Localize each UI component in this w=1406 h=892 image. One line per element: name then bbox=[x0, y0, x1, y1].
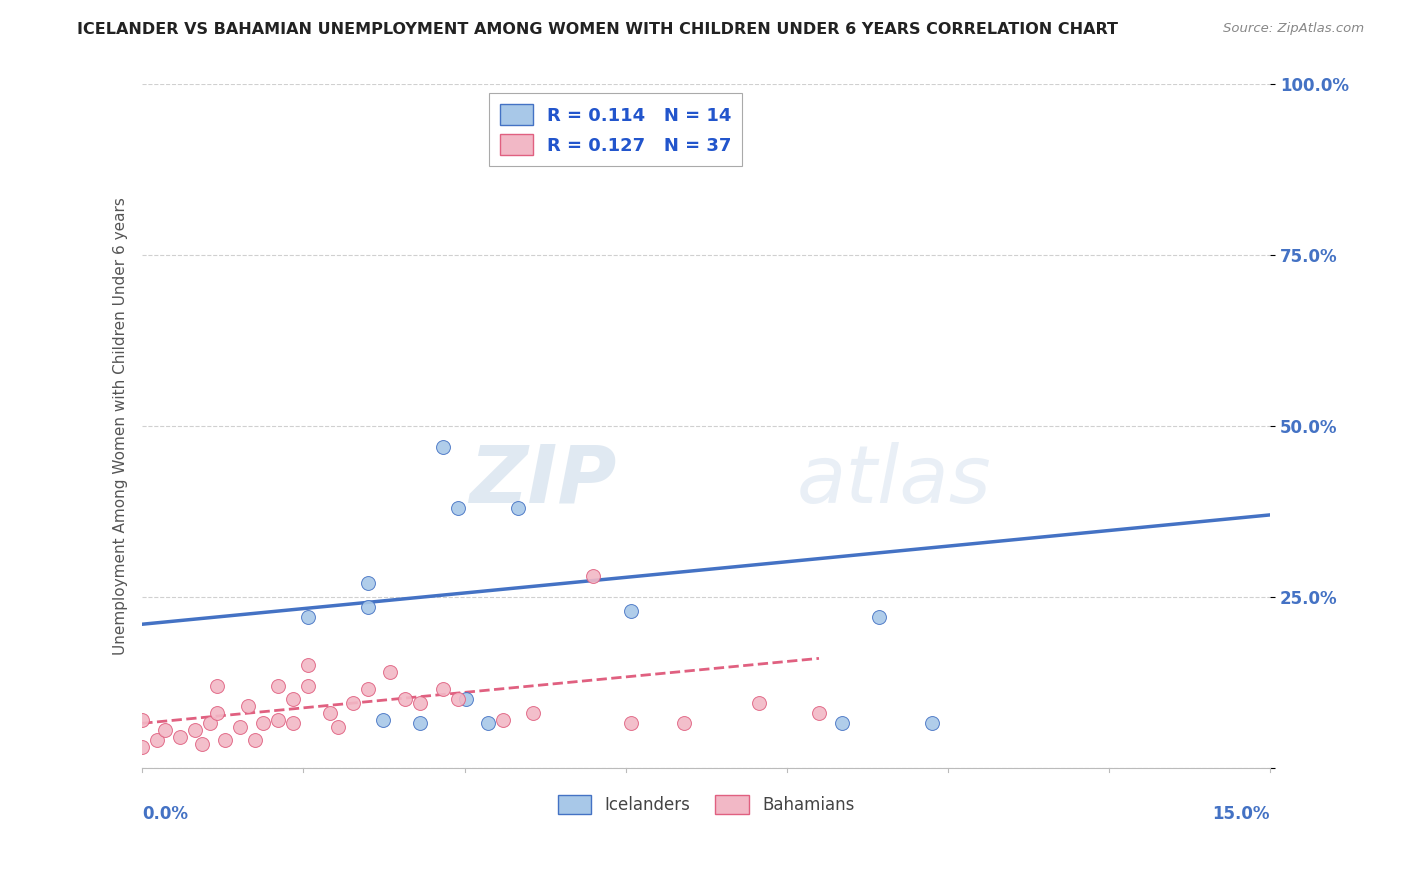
Point bbox=[184, 723, 207, 738]
Point bbox=[620, 603, 643, 617]
Y-axis label: Unemployment Among Women with Children Under 6 years: Unemployment Among Women with Children U… bbox=[114, 197, 128, 655]
Point bbox=[281, 716, 304, 731]
Legend: Icelanders, Bahamians: Icelanders, Bahamians bbox=[551, 789, 860, 821]
Text: Source: ZipAtlas.com: Source: ZipAtlas.com bbox=[1223, 22, 1364, 36]
Point bbox=[252, 716, 274, 731]
Point bbox=[807, 706, 830, 720]
Point bbox=[297, 658, 319, 673]
Point bbox=[522, 706, 544, 720]
Point bbox=[153, 723, 176, 738]
Point bbox=[409, 716, 432, 731]
Point bbox=[214, 733, 236, 747]
Point bbox=[508, 501, 530, 516]
Point bbox=[326, 720, 349, 734]
Text: ZIP: ZIP bbox=[468, 442, 616, 520]
Point bbox=[409, 696, 432, 710]
Point bbox=[319, 706, 342, 720]
Text: atlas: atlas bbox=[796, 442, 991, 520]
Point bbox=[266, 679, 288, 693]
Point bbox=[454, 692, 477, 706]
Point bbox=[620, 716, 643, 731]
Point bbox=[432, 682, 454, 697]
Point bbox=[146, 733, 169, 747]
Point bbox=[672, 716, 695, 731]
Point bbox=[191, 737, 214, 751]
Point bbox=[748, 696, 770, 710]
Point bbox=[432, 440, 454, 454]
Point bbox=[357, 682, 380, 697]
Point bbox=[447, 501, 470, 516]
Point bbox=[131, 713, 153, 727]
Point bbox=[281, 692, 304, 706]
Point bbox=[198, 716, 221, 731]
Point bbox=[236, 699, 259, 714]
Point bbox=[477, 716, 499, 731]
Text: 0.0%: 0.0% bbox=[142, 805, 188, 823]
Point bbox=[243, 733, 266, 747]
Point bbox=[131, 740, 153, 755]
Point bbox=[357, 576, 380, 591]
Point bbox=[229, 720, 252, 734]
Text: 15.0%: 15.0% bbox=[1212, 805, 1270, 823]
Point bbox=[582, 569, 605, 583]
Point bbox=[447, 692, 470, 706]
Point bbox=[492, 713, 515, 727]
Point bbox=[342, 696, 364, 710]
Point bbox=[297, 610, 319, 624]
Point bbox=[169, 730, 191, 744]
Point bbox=[394, 692, 416, 706]
Point bbox=[831, 716, 853, 731]
Point bbox=[207, 706, 229, 720]
Point bbox=[371, 713, 394, 727]
Point bbox=[380, 665, 402, 679]
Point bbox=[207, 679, 229, 693]
Point bbox=[297, 679, 319, 693]
Text: ICELANDER VS BAHAMIAN UNEMPLOYMENT AMONG WOMEN WITH CHILDREN UNDER 6 YEARS CORRE: ICELANDER VS BAHAMIAN UNEMPLOYMENT AMONG… bbox=[77, 22, 1118, 37]
Point bbox=[868, 610, 890, 624]
Point bbox=[357, 600, 380, 615]
Point bbox=[266, 713, 288, 727]
Point bbox=[921, 716, 943, 731]
